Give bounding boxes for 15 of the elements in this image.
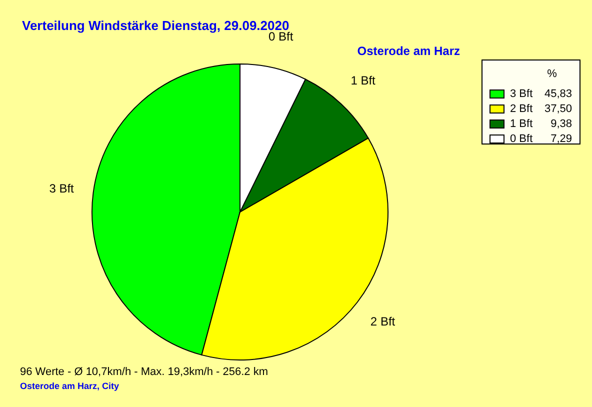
- legend-label: 1 Bft: [510, 118, 533, 130]
- legend-title: %: [547, 68, 558, 80]
- slice-label: 2 Bft: [370, 314, 396, 329]
- slice-label: 1 Bft: [350, 74, 376, 88]
- data-label: 9,38: [550, 118, 572, 130]
- legend-label: 3 Bft: [510, 88, 533, 100]
- legend-label: 0 Bft: [510, 133, 533, 145]
- text: Osterode am Harz, City: [20, 381, 120, 391]
- legend-label: 2 Bft: [510, 103, 533, 115]
- text: Osterode am Harz: [357, 44, 460, 58]
- text: 96 Werte - Ø 10,7km/h - Max. 19,3km/h - 256.2 km: [20, 366, 268, 378]
- slice-label: 3 Bft: [49, 181, 75, 196]
- data-label: 45,83: [544, 88, 572, 100]
- data-label: 7,29: [550, 133, 572, 145]
- data-label: 37,50: [544, 103, 572, 115]
